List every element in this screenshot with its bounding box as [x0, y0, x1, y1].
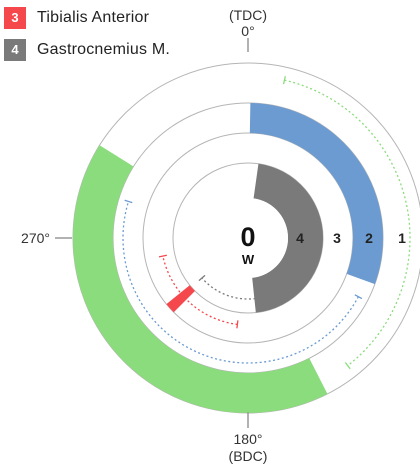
legend-label-4: Gastrocnemius M. [37, 40, 171, 58]
ring-4-range-cap-start [254, 294, 257, 303]
power-unit: W [242, 252, 255, 267]
center-disc [208, 198, 288, 278]
ring-number-1: 1 [398, 230, 406, 246]
ring-4-active-segment [252, 163, 324, 313]
ring-1-range-cap-end [344, 362, 351, 370]
rings-layer [72, 62, 420, 414]
legend-swatch-4: 4 [4, 38, 26, 61]
ring-1-range-arc [284, 79, 411, 367]
ring-2-range-cap-start [354, 294, 363, 300]
legend-swatch-3: 3 [4, 6, 26, 29]
ring-3-range-cap-start [236, 320, 239, 329]
angle-ticks [55, 38, 249, 428]
ring-number-4: 4 [296, 230, 304, 246]
tdc-label: (TDC) [229, 7, 267, 23]
ring-number-3: 3 [333, 230, 341, 246]
ring-1-range-cap-start [282, 76, 286, 85]
ring-3-range-cap-end [158, 254, 167, 258]
ring-2-active-segment [249, 103, 383, 285]
power-value: 0 [240, 222, 255, 252]
legend: 3 Tibialis Anterior 4 Gastrocnemius M. [4, 5, 170, 69]
ring-2-range-arc [122, 201, 359, 364]
ring-2-range-cap-end [124, 199, 133, 204]
ring-3-range-arc [162, 255, 238, 325]
left-angle-label: 270° [21, 230, 50, 246]
legend-label-3: Tibialis Anterior [37, 8, 150, 26]
bdc-label: (BDC) [229, 448, 268, 464]
legend-item-gastrocnemius: 4 Gastrocnemius M. [4, 37, 170, 62]
legend-item-tibialis-anterior: 3 Tibialis Anterior [4, 5, 170, 30]
ring-number-2: 2 [365, 230, 373, 246]
top-angle-label: 0° [241, 23, 254, 39]
bottom-angle-label: 180° [234, 431, 263, 447]
ring-4-range-cap-end [198, 274, 206, 282]
ring-3-active-segment [166, 285, 195, 313]
ring-4-range-arc [201, 277, 256, 300]
ring-1-active-segment [72, 145, 328, 414]
